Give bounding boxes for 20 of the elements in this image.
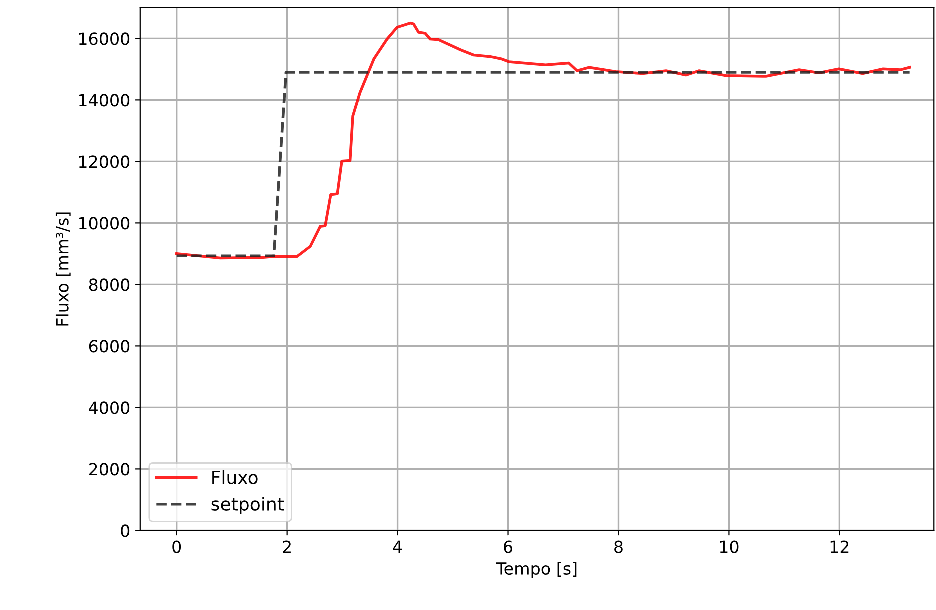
x-tick-label: 0	[172, 540, 182, 554]
y-tick-label: 14000	[79, 94, 130, 107]
legend-label: Fluxo	[212, 470, 258, 484]
y-tick-label: 16000	[79, 32, 130, 46]
y-axis-title: Fluxo [mm³/s]	[56, 212, 71, 326]
y-tick-label: 6000	[89, 340, 130, 353]
y-tick-label: 2000	[89, 463, 130, 476]
x-axis-title: Tempo [s]	[496, 562, 577, 578]
x-tick-label: 4	[393, 540, 402, 554]
x-tick-label: 8	[614, 540, 623, 554]
y-tick-label: 10000	[79, 217, 130, 230]
y-tick-label: 0	[121, 524, 130, 538]
y-tick-label: 8000	[89, 278, 130, 292]
x-tick-label: 6	[504, 540, 513, 554]
y-tick-label: 4000	[89, 402, 130, 414]
x-tick-label: 2	[283, 540, 291, 554]
x-tick-label: 12	[830, 540, 849, 554]
y-tick-label: 12000	[79, 156, 130, 168]
legend-label: setpoint	[212, 496, 284, 514]
x-tick-label: 10	[720, 540, 739, 554]
